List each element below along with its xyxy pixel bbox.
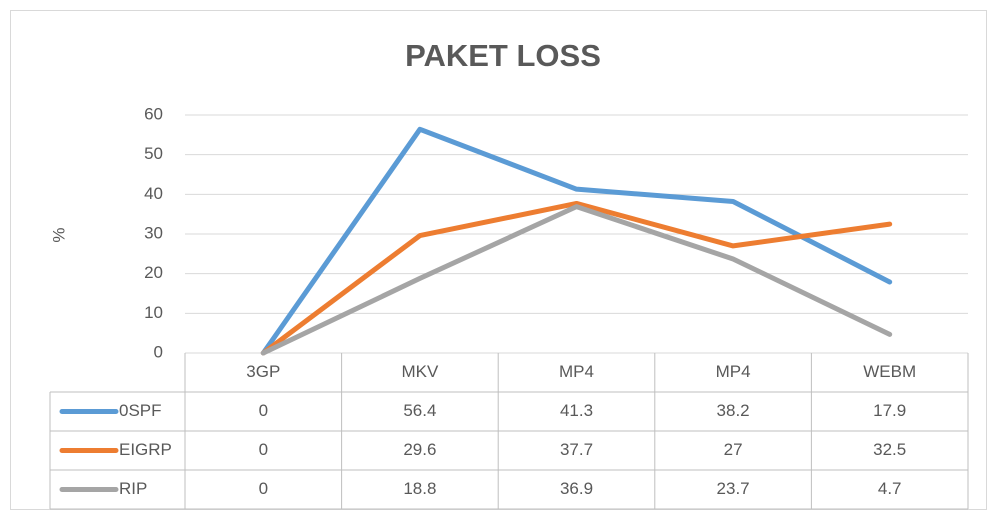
- table-cell: 38.2: [717, 401, 750, 420]
- table-header: MP4: [716, 362, 751, 381]
- legend-label: RIP: [119, 479, 147, 498]
- y-axis-label: %: [49, 227, 68, 242]
- chart-title: PAKET LOSS: [405, 38, 601, 73]
- table-cell: 56.4: [403, 401, 436, 420]
- table-header: WEBM: [863, 362, 916, 381]
- table-header: MKV: [401, 362, 439, 381]
- table-cell: 0: [259, 401, 268, 420]
- table-cell: 32.5: [873, 440, 906, 459]
- table-header: MP4: [559, 362, 594, 381]
- table-cell: 18.8: [403, 479, 436, 498]
- y-tick-label: 50: [144, 144, 163, 163]
- table-cell: 27: [724, 440, 743, 459]
- table-cell: 37.7: [560, 440, 593, 459]
- legend-label: EIGRP: [119, 440, 172, 459]
- table-header: 3GP: [246, 362, 280, 381]
- table-cell: 41.3: [560, 401, 593, 420]
- y-tick-label: 20: [144, 263, 163, 282]
- series-line: [260, 200, 893, 356]
- y-tick-label: 40: [144, 184, 163, 203]
- table-cell: 4.7: [878, 479, 902, 498]
- table-cell: 0: [259, 440, 268, 459]
- y-tick-label: 60: [144, 104, 163, 123]
- series-line: [260, 204, 893, 356]
- y-tick-label: 10: [144, 303, 163, 322]
- table-cell: 23.7: [717, 479, 750, 498]
- legend-label: 0SPF: [119, 401, 162, 420]
- table-cell: 29.6: [403, 440, 436, 459]
- y-tick-label: 30: [144, 223, 163, 242]
- y-tick-label: 0: [154, 342, 163, 361]
- table-cell: 36.9: [560, 479, 593, 498]
- table-cell: 0: [259, 479, 268, 498]
- table-cell: 17.9: [873, 401, 906, 420]
- series-line: [260, 126, 893, 356]
